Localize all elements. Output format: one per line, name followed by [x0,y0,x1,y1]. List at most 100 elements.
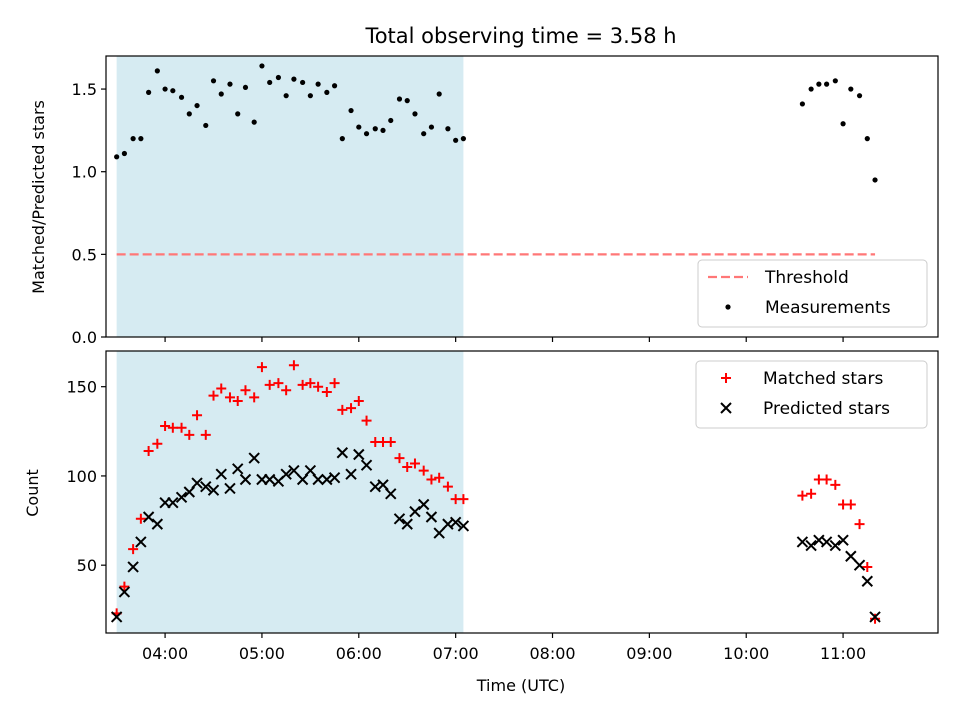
measurement-point [404,98,410,104]
predicted-stars-point [127,561,139,573]
matched-stars-point [845,499,856,510]
matched-stars-point [442,481,453,492]
measurement-point [396,96,403,102]
predicted-stars-point [796,536,809,548]
measurement-point [363,131,370,137]
predicted-stars-point [110,611,123,623]
measurement-point [799,101,806,107]
predicted-stars-point [449,516,462,529]
predicted-stars-point [175,491,188,504]
predicted-stars-point [853,559,866,571]
measurement-point [291,76,297,82]
measurement-point [300,79,306,86]
matched-stars-point [385,437,396,448]
matched-stars-point [337,404,348,415]
measurement-point [227,81,233,87]
predicted-stars-point [345,468,357,480]
predicted-stars-point [829,539,842,552]
matched-stars-point [273,378,284,389]
top-panel-y-tick-label: 0.5 [72,245,97,264]
predicted-stars-point [248,452,260,464]
predicted-stars-point [409,505,421,518]
predicted-stars-point [861,575,874,587]
bottom-panel-x-tick-label: 05:00 [239,644,285,663]
legend-measurements-swatch [725,304,731,310]
predicted-stars-point [312,473,324,486]
matched-stars-point [160,420,171,431]
matched-stars-point [434,472,445,483]
legend-label-predicted-stars: Predicted stars [763,399,890,419]
predicted-stars-point [207,484,220,496]
matched-stars-point [346,403,357,414]
matched-stars-point [176,422,187,433]
predicted-stars-point [183,486,196,498]
measurement-point [832,78,838,84]
top-panel-title: Total observing time = 3.58 h [364,24,676,48]
measurement-point [808,86,814,92]
measurement-point [453,137,459,143]
matched-stars-point [854,519,865,530]
predicted-stars-point [296,473,309,486]
bottom-panel-highlight-span [116,351,464,633]
top-panel-y-axis-title: Matched/Predicted stars [29,100,48,294]
measurement-point [348,107,354,114]
predicted-stars-point [304,464,317,477]
predicted-stars-point [360,459,373,471]
measurement-point [436,91,442,97]
measurement-point [154,68,160,74]
legend-frame [695,360,928,429]
measurement-point [275,74,282,81]
bottom-panel-x-tick-label: 07:00 [433,644,479,663]
measurement-point [872,177,878,183]
measurement-point [324,89,330,95]
bottom-panel-x-tick-label: 06:00 [336,644,382,663]
measurement-point [138,136,144,142]
matched-stars-point [394,453,405,464]
predicted-stars-point [151,518,164,530]
predicted-stars-point [336,447,349,459]
matched-stars-point [256,362,267,373]
measurement-point [186,111,192,117]
predicted-stars-point [191,477,203,489]
measurement-point [356,124,362,130]
predicted-stars-point [239,473,252,486]
measurement-point [339,136,345,142]
matched-stars-point [240,385,251,396]
matched-stars-point [281,385,292,396]
matched-stars-point [313,381,324,392]
matched-stars-point [458,494,469,505]
measurement-point [315,81,321,87]
predicted-stars-point [457,520,470,532]
measurement-point [824,81,830,87]
predicted-stars-point [377,479,389,491]
matched-stars-point [135,513,146,524]
measurement-point [242,84,249,91]
predicted-stars-point [401,518,413,530]
bottom-panel-x-tick-label: 08:00 [529,644,575,663]
measurement-point [178,94,185,100]
top-panel-axes-frame [105,55,939,338]
bottom-panel-y-axis-title: Count [23,469,42,517]
matched-stars-point [821,474,832,485]
top-panel-legend: Threshold Measurements [697,259,928,328]
top-panel: 0.0 0.5 1.0 1.5 [72,55,939,347]
measurement-point [130,136,136,142]
matched-stars-point [119,581,130,592]
measurement-point [816,81,822,87]
bottom-panel-y-tick-label: 50 [77,556,97,575]
predicted-stars-point [118,586,131,598]
measurement-point [840,121,846,127]
measurement-point [388,117,394,124]
bottom-panel-series-predicted-stars [110,447,881,623]
predicted-stars-point [224,482,236,495]
predicted-stars-point [433,527,445,539]
predicted-stars-point [385,488,397,500]
matched-stars-point [426,474,437,485]
matched-stars-point [361,415,372,426]
matched-stars-point [418,465,429,476]
measurement-point [259,63,265,69]
measurement-point [121,150,128,157]
measurement-point [856,93,863,99]
measurement-point [848,86,854,92]
measurement-point [146,89,152,95]
